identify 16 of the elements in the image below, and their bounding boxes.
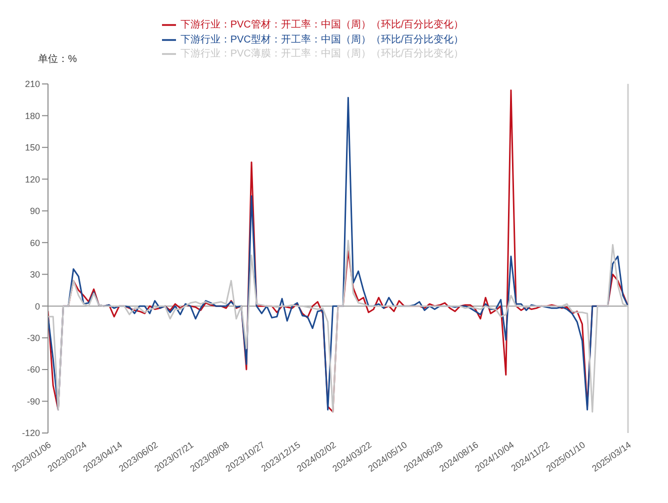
y-tick-label: -60 — [26, 364, 40, 375]
y-tick-label: -30 — [26, 332, 40, 343]
y-tick-label: 90 — [30, 206, 40, 216]
y-tick-label: 30 — [30, 270, 40, 280]
y-tick-label: 210 — [24, 79, 40, 90]
y-tick-label: -120 — [22, 428, 40, 438]
y-tick-label: 120 — [24, 174, 40, 184]
y-tick-label: 180 — [24, 110, 40, 121]
y-axis-title: 单位：% — [38, 52, 77, 66]
y-tick-label: 60 — [30, 238, 40, 248]
legend-label: 下游行业：PVC薄膜：开工率：中国（周）（环比/百分比变化） — [180, 48, 464, 60]
y-tick-label: 0 — [34, 301, 40, 312]
y-tick-label: 150 — [24, 142, 40, 153]
legend-label: 下游行业：PVC管材：开工率：中国（周）（环比/百分比变化） — [180, 20, 464, 31]
y-tick-label: -90 — [26, 396, 40, 406]
legend-label: 下游行业：PVC型材：开工率：中国（周）（环比/百分比变化） — [180, 34, 464, 46]
